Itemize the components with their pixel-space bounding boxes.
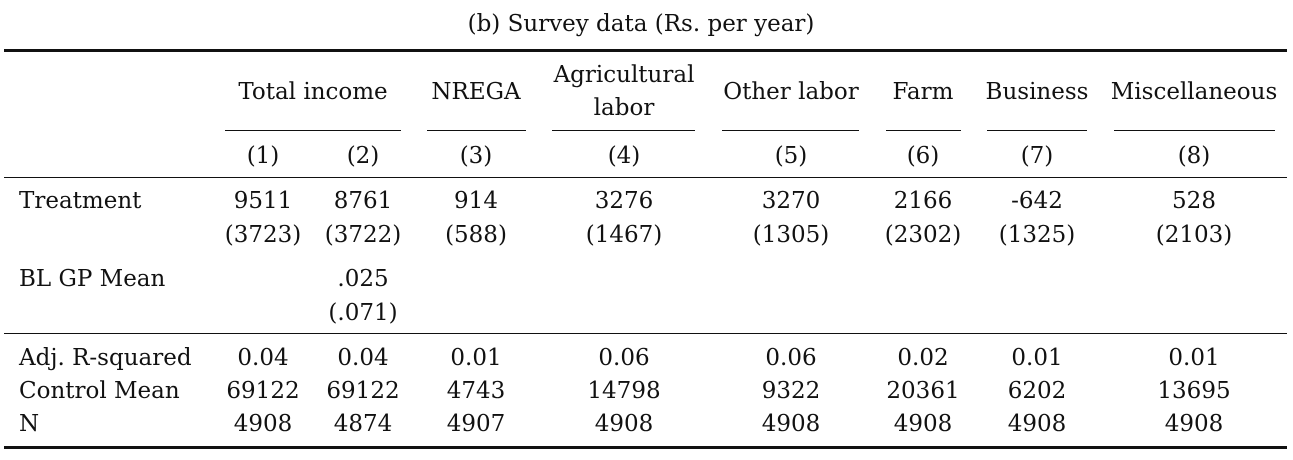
adj-r2-value: 0.06	[598, 345, 650, 371]
treatment-coef: 2166	[893, 188, 953, 214]
control-mean-value: 14798	[587, 378, 661, 404]
stats-rule	[4, 333, 1287, 334]
adj-r2-value: 0.01	[1168, 345, 1220, 371]
treatment-coef: 914	[454, 188, 498, 214]
n-value: 4908	[893, 411, 953, 437]
treatment-coef: 3276	[594, 188, 654, 214]
header-business: Business	[985, 79, 1089, 105]
col-number: (5)	[774, 143, 808, 169]
col-number: (7)	[1020, 143, 1054, 169]
n-value: 4874	[333, 411, 393, 437]
control-mean-value: 4743	[446, 378, 506, 404]
header-agricultural-line2: labor	[593, 95, 655, 121]
row-label-bl-gp-mean: BL GP Mean	[19, 266, 166, 292]
table-caption: (b) Survey data (Rs. per year)	[467, 11, 815, 37]
col-number: (2)	[346, 143, 380, 169]
adj-r2-value: 0.04	[237, 345, 289, 371]
treatment-se: (2103)	[1155, 222, 1233, 248]
treatment-se: (3722)	[324, 222, 402, 248]
cmidrule-agricultural	[552, 130, 695, 131]
header-farm: Farm	[892, 79, 954, 105]
treatment-coef: -642	[1011, 188, 1063, 214]
control-mean-value: 13695	[1157, 378, 1231, 404]
n-value: 4908	[761, 411, 821, 437]
treatment-coef: 3270	[761, 188, 821, 214]
treatment-se: (1305)	[752, 222, 830, 248]
cmidrule-misc	[1114, 130, 1275, 131]
col-number: (1)	[246, 143, 280, 169]
adj-r2-value: 0.04	[337, 345, 389, 371]
mid-rule	[4, 177, 1287, 178]
header-agricultural-line1: Agricultural	[553, 62, 695, 88]
treatment-coef: 528	[1172, 188, 1216, 214]
col-number: (6)	[906, 143, 940, 169]
control-mean-value: 20361	[886, 378, 960, 404]
adj-r2-value: 0.06	[765, 345, 817, 371]
col-number: (3)	[459, 143, 493, 169]
cmidrule-nrega	[427, 130, 526, 131]
header-miscellaneous: Miscellaneous	[1110, 79, 1278, 105]
n-value: 4907	[446, 411, 506, 437]
treatment-se: (3723)	[224, 222, 302, 248]
adj-r2-value: 0.02	[897, 345, 949, 371]
row-label-adj-r2: Adj. R-squared	[19, 345, 192, 371]
n-value: 4908	[1007, 411, 1067, 437]
treatment-se: (588)	[445, 222, 507, 248]
header-total-income: Total income	[238, 79, 388, 105]
bl-gp-mean-coef: .025	[337, 266, 389, 292]
cmidrule-farm	[886, 130, 961, 131]
treatment-se: (1467)	[585, 222, 663, 248]
adj-r2-value: 0.01	[450, 345, 502, 371]
control-mean-value: 9322	[761, 378, 821, 404]
cmidrule-business	[987, 130, 1087, 131]
control-mean-value: 69122	[226, 378, 300, 404]
header-other-labor: Other labor	[723, 79, 859, 105]
n-value: 4908	[594, 411, 654, 437]
top-rule	[4, 49, 1287, 52]
n-value: 4908	[233, 411, 293, 437]
adj-r2-value: 0.01	[1011, 345, 1063, 371]
control-mean-value: 6202	[1007, 378, 1067, 404]
treatment-coef: 8761	[333, 188, 393, 214]
row-label-n: N	[19, 411, 40, 437]
cmidrule-other-labor	[722, 130, 859, 131]
treatment-se: (1325)	[998, 222, 1076, 248]
control-mean-value: 69122	[326, 378, 400, 404]
row-label-treatment: Treatment	[19, 188, 142, 214]
n-value: 4908	[1164, 411, 1224, 437]
treatment-coef: 9511	[233, 188, 293, 214]
header-nrega: NREGA	[431, 79, 521, 105]
treatment-se: (2302)	[884, 222, 962, 248]
col-number: (8)	[1177, 143, 1211, 169]
cmidrule-total-income	[225, 130, 401, 131]
bl-gp-mean-se: (.071)	[328, 300, 398, 326]
bottom-rule	[4, 446, 1287, 449]
col-number: (4)	[607, 143, 641, 169]
row-label-control-mean: Control Mean	[19, 378, 180, 404]
